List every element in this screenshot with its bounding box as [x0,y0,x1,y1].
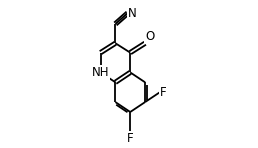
Text: NH: NH [92,66,109,79]
Text: F: F [160,86,166,99]
Text: F: F [127,132,134,145]
Text: N: N [128,7,136,20]
Text: O: O [145,30,154,43]
